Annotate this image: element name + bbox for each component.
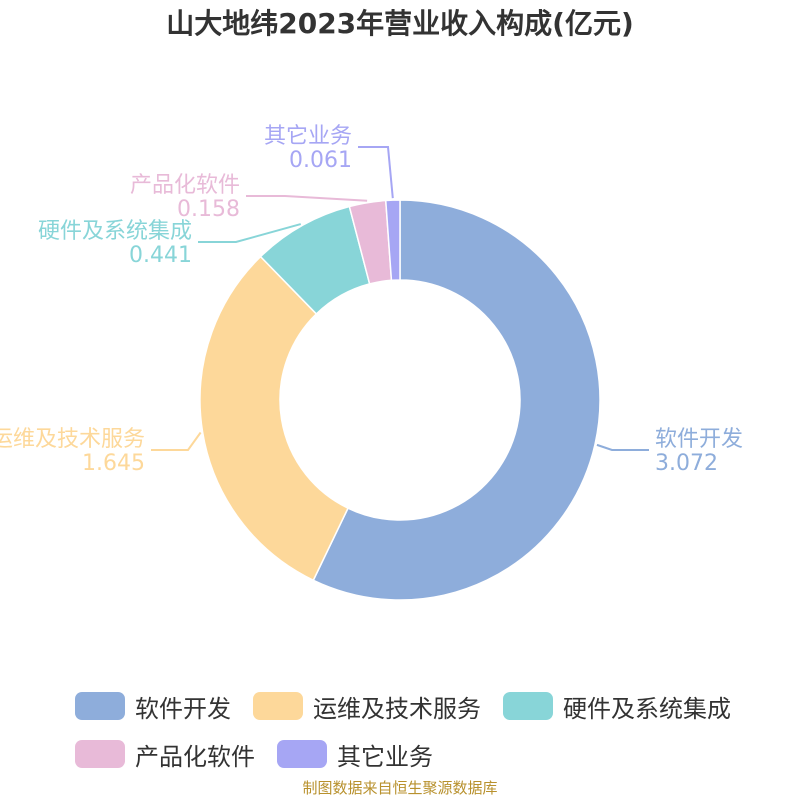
source-note: 制图数据来自恒生聚源数据库: [302, 779, 498, 797]
slice-software-dev[interactable]: [312, 199, 601, 601]
leader-line-other-business: [358, 146, 394, 199]
legend-swatch: [75, 692, 125, 720]
slices-group: [199, 199, 601, 601]
legend-label: 运维及技术服务: [313, 694, 481, 723]
slice-other-business[interactable]: [384, 199, 401, 282]
legend-swatch: [75, 740, 125, 768]
legend-swatch: [253, 692, 303, 720]
slice-label-value-hardware-integration: 0.441: [129, 243, 192, 268]
leader-line-software-dev: [596, 443, 649, 451]
leader-lines-group: [151, 146, 649, 451]
slice-labels-group: 软件开发3.072运维及技术服务1.645硬件及系统集成0.441产品化软件0.…: [0, 124, 743, 476]
slice-label-value-software-dev: 3.072: [655, 451, 718, 476]
slice-label-value-other-business: 0.061: [289, 148, 352, 173]
slice-label-name-software-dev: 软件开发: [655, 427, 743, 452]
slice-ops-tech-service[interactable]: [199, 255, 350, 582]
legend-item-productized-software[interactable]: 产品化软件: [75, 734, 255, 774]
legend-item-hardware-integration[interactable]: 硬件及系统集成: [503, 686, 731, 726]
leader-line-ops-tech-service: [151, 431, 202, 451]
legend-label: 产品化软件: [135, 742, 255, 771]
leader-line-hardware-integration: [198, 223, 302, 243]
legend-label: 硬件及系统集成: [563, 694, 731, 723]
legend-swatch: [277, 740, 327, 768]
legend-label: 其它业务: [337, 742, 433, 771]
slice-label-value-ops-tech-service: 1.645: [82, 451, 145, 476]
leader-line-productized-software: [246, 195, 368, 202]
slice-label-name-other-business: 其它业务: [264, 124, 352, 149]
legend-item-software-dev[interactable]: 软件开发: [75, 686, 231, 726]
slice-label-name-ops-tech-service: 运维及技术服务: [0, 427, 145, 452]
slice-label-name-productized-software: 产品化软件: [130, 173, 240, 198]
slice-label-name-hardware-integration: 硬件及系统集成: [38, 219, 192, 244]
legend-item-other-business[interactable]: 其它业务: [277, 734, 433, 774]
legend-label: 软件开发: [135, 694, 231, 723]
slice-label-value-productized-software: 0.158: [177, 197, 240, 222]
legend-item-ops-tech-service[interactable]: 运维及技术服务: [253, 686, 481, 726]
legend-swatch: [503, 692, 553, 720]
chart-title: 山大地纬2023年营业收入构成(亿元): [166, 7, 634, 40]
